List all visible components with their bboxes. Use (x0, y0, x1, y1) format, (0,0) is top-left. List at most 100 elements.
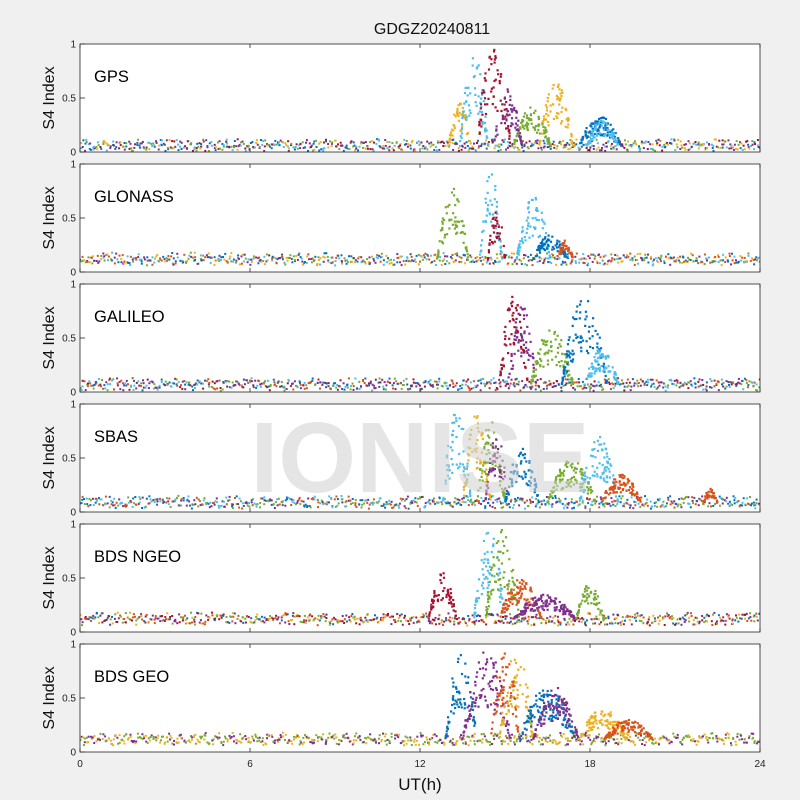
baseline-point (111, 615, 113, 618)
event-point (569, 378, 572, 381)
baseline-point (544, 381, 547, 384)
event-point (509, 95, 512, 98)
event-point (523, 127, 526, 130)
baseline-point (325, 252, 328, 255)
baseline-point (446, 141, 449, 144)
baseline-point (81, 621, 84, 624)
baseline-point (111, 501, 114, 504)
event-point (635, 497, 638, 500)
event-point (519, 462, 522, 465)
baseline-point (667, 496, 670, 499)
baseline-point (743, 377, 746, 380)
event-point (606, 122, 610, 125)
baseline-point (202, 259, 205, 262)
baseline-point (144, 621, 147, 624)
baseline-point (661, 145, 664, 148)
baseline-point (150, 500, 153, 503)
baseline-point (236, 380, 239, 383)
event-point (552, 83, 555, 87)
event-point (573, 318, 576, 321)
baseline-point (432, 500, 435, 503)
baseline-point (611, 257, 614, 260)
baseline-point (272, 503, 275, 506)
event-point (460, 113, 464, 116)
event-point (707, 496, 710, 499)
event-point (581, 485, 584, 489)
event-point (522, 314, 526, 317)
event-point (448, 227, 451, 230)
baseline-point (347, 377, 350, 380)
baseline-point (715, 383, 718, 386)
baseline-point (643, 259, 646, 262)
baseline-point (713, 385, 716, 388)
baseline-point (584, 143, 587, 146)
baseline-point (200, 145, 203, 148)
baseline-point (405, 498, 408, 501)
baseline-point (755, 256, 758, 259)
baseline-point (135, 381, 138, 384)
baseline-point (372, 498, 375, 501)
baseline-point (274, 257, 277, 260)
baseline-point (423, 147, 426, 150)
event-point (500, 472, 503, 476)
event-point (606, 460, 609, 463)
baseline-point (651, 143, 654, 146)
event-point (516, 336, 519, 339)
event-point (486, 207, 489, 210)
event-point (547, 363, 550, 366)
baseline-point (577, 504, 580, 507)
baseline-point (598, 502, 601, 505)
event-point (572, 475, 576, 478)
baseline-point (492, 377, 495, 380)
baseline-point (120, 261, 123, 264)
event-point (454, 115, 457, 118)
baseline-point (102, 504, 105, 507)
baseline-point (560, 143, 563, 146)
baseline-point (501, 139, 504, 142)
baseline-point (654, 149, 657, 152)
event-point (486, 434, 490, 437)
baseline-point (357, 257, 360, 260)
baseline-point (382, 385, 385, 388)
event-point (591, 134, 594, 137)
baseline-point (321, 383, 324, 386)
baseline-point (373, 384, 376, 387)
baseline-point (157, 148, 160, 151)
baseline-point (653, 502, 656, 505)
baseline-point (327, 385, 330, 388)
baseline-point (354, 149, 356, 152)
baseline-point (487, 498, 490, 501)
baseline-point (448, 262, 451, 265)
baseline-point (101, 621, 104, 624)
baseline-point (237, 145, 240, 148)
baseline-point (452, 386, 455, 388)
baseline-point (381, 378, 384, 381)
event-point (560, 95, 563, 98)
baseline-point (303, 262, 306, 265)
baseline-point (386, 380, 389, 383)
baseline-point (629, 506, 631, 509)
baseline-point (643, 382, 646, 385)
baseline-point (722, 143, 725, 146)
baseline-point (242, 260, 245, 263)
event-point (449, 131, 453, 134)
event-point (608, 136, 612, 139)
baseline-point (679, 261, 682, 264)
event-point (476, 66, 479, 69)
baseline-point (508, 255, 511, 258)
baseline-point (382, 619, 384, 622)
event-point (496, 451, 499, 454)
event-point (517, 341, 520, 344)
baseline-point (420, 496, 423, 498)
event-point (566, 353, 569, 356)
event-point (598, 356, 601, 359)
baseline-point (609, 144, 612, 147)
baseline-point (252, 386, 255, 389)
baseline-point (317, 506, 319, 509)
event-point (590, 125, 593, 128)
event-point (501, 118, 504, 121)
baseline-point (644, 141, 647, 144)
event-point (559, 471, 562, 474)
event-point (613, 373, 616, 376)
baseline-point (478, 145, 480, 148)
